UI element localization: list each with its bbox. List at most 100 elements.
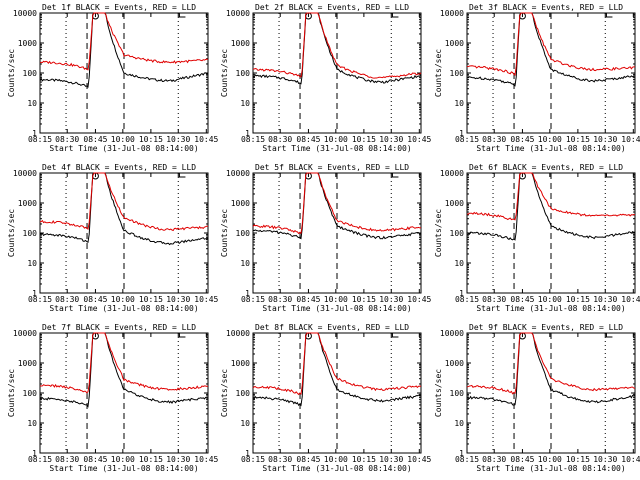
x-tick-label: 10:00 [324, 455, 348, 464]
y-tick-label: 1 [32, 129, 37, 138]
x-tick-label: 10:45 [194, 135, 218, 144]
y-axis-label: Counts/sec [220, 49, 229, 97]
lld-series-line [252, 172, 422, 235]
x-tick-label: 10:00 [538, 455, 562, 464]
x-tick-label: 08:15 [455, 455, 479, 464]
x-tick-label: 08:30 [482, 455, 506, 464]
x-tick-label: 10:30 [166, 455, 190, 464]
lld-series-line [466, 332, 636, 395]
y-tick-label: 1000 [231, 39, 250, 48]
lld-series-line [39, 172, 209, 232]
x-tick-label: 08:15 [241, 135, 265, 144]
bracket-marker-icon [605, 333, 613, 338]
y-tick-label: 1 [245, 129, 250, 138]
y-tick-label: 100 [23, 229, 38, 238]
x-tick-label: 10:30 [166, 135, 190, 144]
bracket-marker-icon [605, 13, 613, 18]
panel-title: Det 4f BLACK = Events, RED = LLD [42, 163, 196, 172]
lld-series-line [466, 12, 635, 76]
detector-panel: Det 8f BLACK = Events, RED = LLD 1 10 100 10… [220, 323, 432, 473]
x-axis-label: Start Time (31-Jul-08 08:14:00) [49, 304, 198, 313]
events-series-line [466, 332, 636, 406]
panel-title: Det 9f BLACK = Events, RED = LLD [469, 323, 623, 332]
y-tick-label: 10000 [440, 9, 464, 18]
y-axis-label: Counts/sec [434, 49, 443, 97]
y-tick-label: 1 [459, 289, 464, 298]
x-tick-label: 10:00 [538, 135, 562, 144]
y-tick-label: 100 [23, 389, 38, 398]
y-tick-label: 10 [240, 419, 250, 428]
y-axis-label: Counts/sec [220, 369, 229, 417]
x-tick-label: 08:45 [83, 295, 107, 304]
x-tick-label: 10:15 [566, 135, 590, 144]
y-axis-label: Counts/sec [434, 369, 443, 417]
x-tick-label: 10:45 [621, 455, 640, 464]
y-tick-label: 1000 [231, 199, 250, 208]
x-axis-label: Start Time (31-Jul-08 08:14:00) [262, 304, 411, 313]
y-tick-label: 1 [245, 449, 250, 458]
y-tick-label: 10 [240, 99, 250, 108]
x-tick-label: 08:45 [83, 135, 107, 144]
y-tick-label: 10000 [440, 169, 464, 178]
detector-panel: Det 1f BLACK = Events, RED = LLD 1 10 100 10… [7, 3, 219, 153]
detector-panel: Det 6f BLACK = Events, RED = LLD 1 10 100 10… [434, 163, 640, 313]
x-tick-label: 10:00 [324, 135, 348, 144]
y-tick-label: 100 [236, 229, 251, 238]
x-tick-label: 10:30 [593, 135, 617, 144]
y-tick-label: 10000 [440, 329, 464, 338]
x-tick-label: 08:15 [241, 455, 265, 464]
x-tick-label: 08:30 [268, 135, 292, 144]
x-tick-label: 10:30 [379, 135, 403, 144]
x-tick-label: 10:45 [621, 135, 640, 144]
x-tick-label: 10:15 [352, 295, 376, 304]
bracket-marker-icon [178, 333, 186, 338]
x-tick-label: 08:30 [482, 295, 506, 304]
x-tick-label: 10:00 [538, 295, 562, 304]
y-tick-label: 1000 [445, 359, 464, 368]
bracket-marker-icon [178, 13, 186, 18]
x-tick-label: 10:15 [352, 135, 376, 144]
events-series-line [39, 172, 209, 246]
x-axis-label: Start Time (31-Jul-08 08:14:00) [476, 144, 625, 153]
detector-panel: Det 9f BLACK = Events, RED = LLD 1 10 100 10… [434, 323, 640, 473]
x-tick-label: 10:00 [111, 135, 135, 144]
y-tick-label: 10 [454, 259, 464, 268]
x-tick-label: 08:45 [510, 295, 534, 304]
detector-panel: Det 3f BLACK = Events, RED = LLD 1 10 100 10… [434, 3, 640, 153]
y-tick-label: 10000 [226, 9, 250, 18]
y-tick-label: 1000 [445, 39, 464, 48]
x-axis-label: Start Time (31-Jul-08 08:14:00) [262, 464, 411, 473]
x-tick-label: 10:15 [566, 455, 590, 464]
panel-title: Det 6f BLACK = Events, RED = LLD [469, 163, 623, 172]
bracket-marker-icon [391, 13, 399, 18]
y-tick-label: 1 [32, 449, 37, 458]
events-series-line [466, 172, 636, 241]
x-tick-label: 08:45 [510, 455, 534, 464]
x-tick-label: 08:45 [510, 135, 534, 144]
y-tick-label: 1 [32, 289, 37, 298]
x-tick-label: 08:30 [55, 135, 79, 144]
bracket-marker-icon [391, 333, 399, 338]
x-axis-label: Start Time (31-Jul-08 08:14:00) [49, 144, 198, 153]
x-tick-label: 08:15 [241, 295, 265, 304]
x-tick-label: 08:15 [455, 135, 479, 144]
bracket-marker-icon [391, 173, 399, 178]
x-tick-label: 08:30 [55, 455, 79, 464]
x-tick-label: 10:00 [111, 295, 135, 304]
events-series-line [39, 332, 209, 408]
x-tick-label: 08:45 [296, 455, 320, 464]
events-series-line [252, 332, 422, 407]
panel-title: Det 2f BLACK = Events, RED = LLD [255, 3, 409, 12]
x-tick-label: 10:45 [621, 295, 640, 304]
x-tick-label: 08:45 [296, 295, 320, 304]
lld-series-line [39, 12, 209, 71]
y-tick-label: 100 [450, 389, 465, 398]
detector-panel: Det 2f BLACK = Events, RED = LLD 1 10 100 10… [220, 3, 432, 153]
x-tick-label: 08:45 [296, 135, 320, 144]
y-tick-label: 10000 [13, 169, 37, 178]
y-tick-label: 10 [27, 259, 37, 268]
x-tick-label: 10:45 [194, 455, 218, 464]
x-tick-label: 10:45 [194, 295, 218, 304]
y-tick-label: 10000 [226, 329, 250, 338]
panel-title: Det 3f BLACK = Events, RED = LLD [469, 3, 623, 12]
